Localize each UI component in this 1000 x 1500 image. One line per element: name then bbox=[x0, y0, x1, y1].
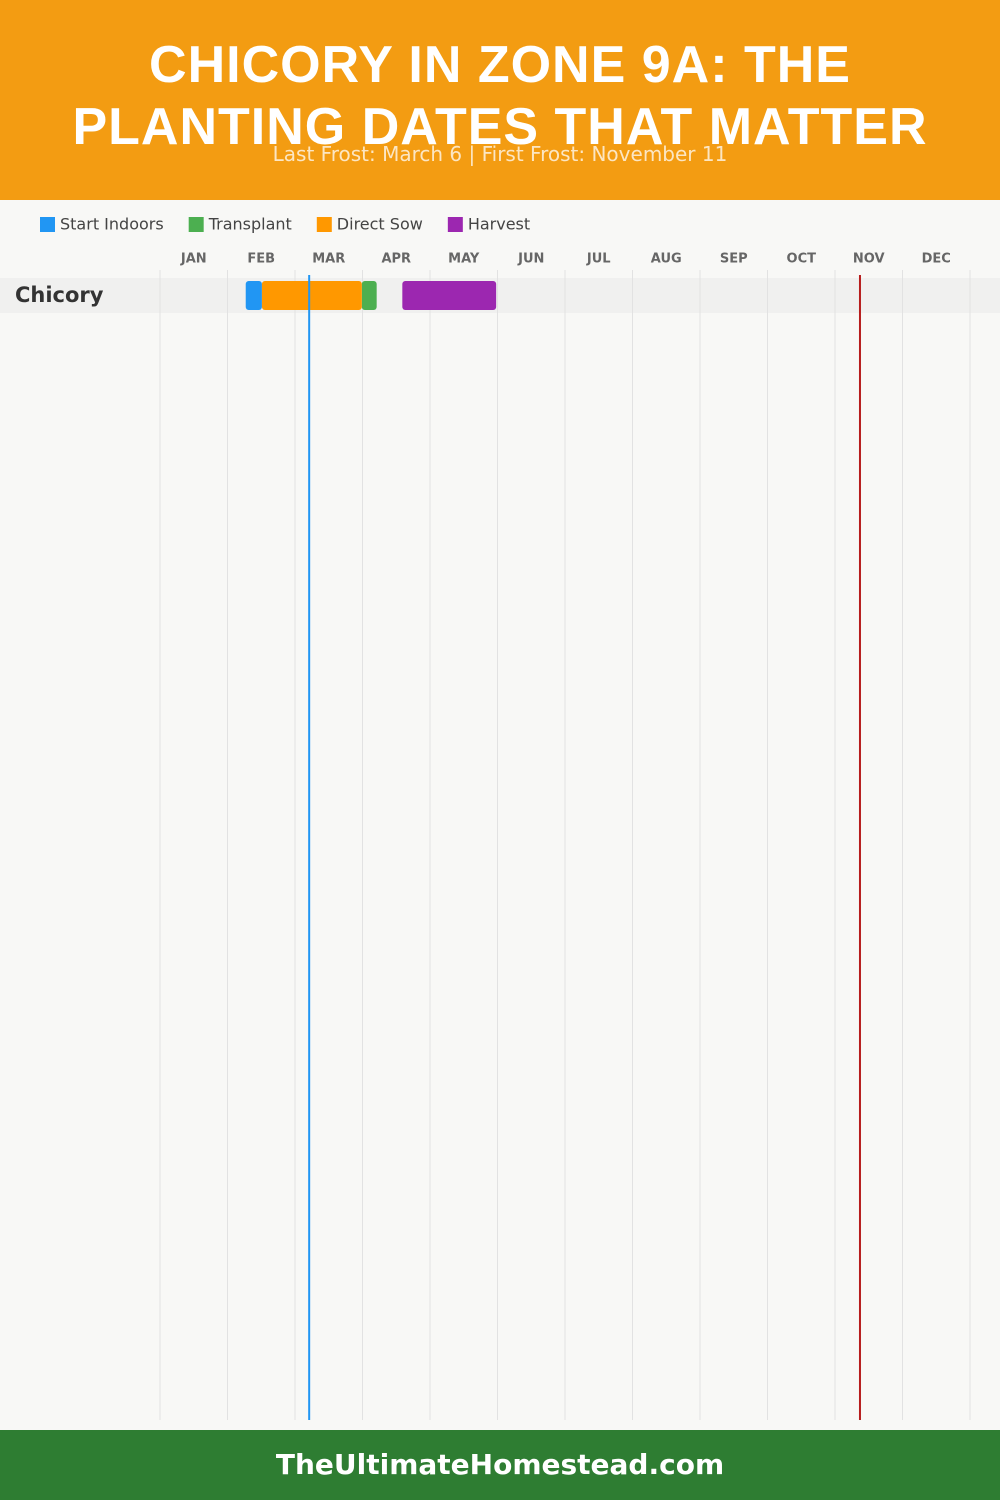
footer: TheUltimateHomestead.com bbox=[0, 1430, 1000, 1500]
legend-swatch bbox=[188, 217, 204, 232]
row-label: Chicory bbox=[15, 283, 104, 307]
month-label: AUG bbox=[651, 252, 682, 267]
month-label: SEP bbox=[720, 252, 748, 267]
month-label: JUN bbox=[517, 252, 544, 267]
phase-bar bbox=[261, 281, 362, 310]
legend-swatch bbox=[316, 217, 332, 232]
legend-label: Harvest bbox=[468, 215, 530, 234]
chart-title: CHICORY IN ZONE 9A: THE PLANTING DATES T… bbox=[72, 36, 928, 156]
month-label: MAR bbox=[312, 252, 345, 267]
chart: JAN FEB MAR APR MAY JUN JUL AUG SEP OCT NOV DEC Star… bbox=[0, 215, 1000, 1420]
legend-swatch bbox=[40, 217, 55, 232]
legend-label: Transplant bbox=[208, 215, 292, 234]
legend-swatch bbox=[447, 217, 463, 232]
month-label: NOV bbox=[853, 252, 885, 267]
month-label: JUL bbox=[586, 252, 611, 267]
subtitle: Last Frost: March 6 | First Frost: Novem… bbox=[272, 142, 728, 166]
month-label: OCT bbox=[787, 252, 817, 267]
month-label: APR bbox=[381, 252, 411, 267]
legend-label: Start Indoors bbox=[60, 215, 164, 234]
month-label: FEB bbox=[247, 252, 275, 267]
month-label: MAY bbox=[448, 252, 480, 267]
phase-bar bbox=[245, 281, 262, 310]
phase-bar bbox=[361, 281, 377, 310]
header: CHICORY IN ZONE 9A: THE PLANTING DATES T… bbox=[0, 0, 1000, 200]
month-label: JAN bbox=[180, 252, 207, 267]
month-label: DEC bbox=[922, 252, 951, 267]
row-band bbox=[0, 278, 1000, 313]
legend-label: Direct Sow bbox=[337, 215, 423, 234]
phase-bar bbox=[402, 281, 497, 310]
